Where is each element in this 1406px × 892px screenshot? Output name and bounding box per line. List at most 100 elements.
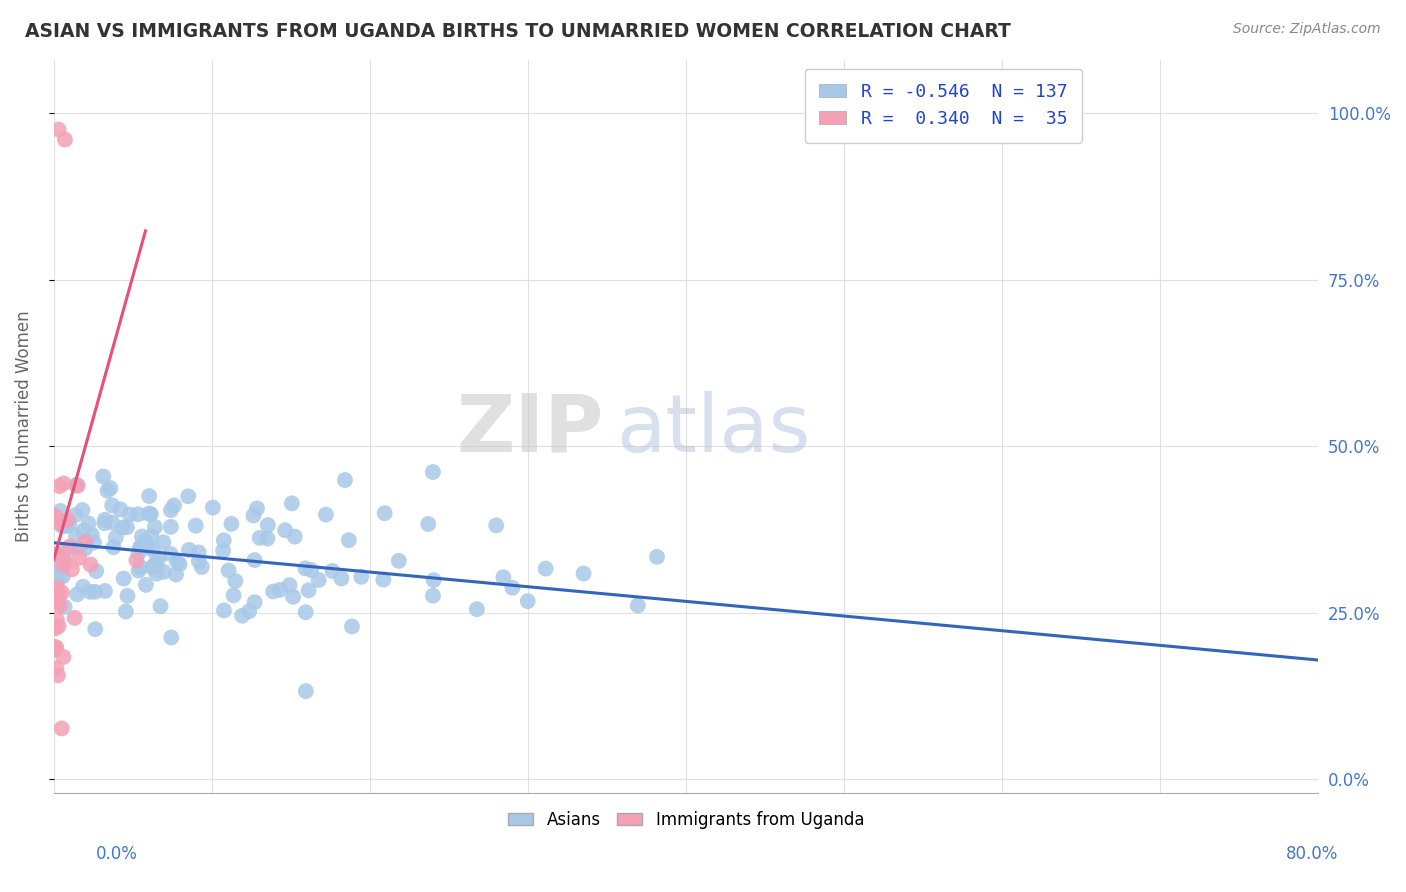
- Point: [65, 508, 87, 522]
- Point: [101, 516, 124, 530]
- Point: [231, 608, 253, 623]
- Point: [274, 523, 297, 537]
- Point: [48, 122, 70, 136]
- Point: [138, 507, 160, 521]
- Point: [281, 496, 304, 510]
- Point: [60, 562, 83, 576]
- Point: [129, 560, 152, 574]
- Text: 0.0%: 0.0%: [96, 846, 138, 863]
- Point: [572, 566, 595, 581]
- Point: [96, 483, 118, 498]
- Text: 80.0%: 80.0%: [1286, 846, 1339, 863]
- Point: [55, 518, 77, 533]
- Point: [373, 573, 395, 587]
- Point: [243, 595, 266, 609]
- Point: [128, 546, 150, 560]
- Point: [67, 541, 90, 555]
- Point: [187, 554, 209, 568]
- Point: [212, 533, 235, 548]
- Point: [77, 516, 100, 531]
- Point: [53, 555, 76, 569]
- Point: [53, 132, 76, 146]
- Point: [75, 534, 97, 549]
- Point: [218, 564, 240, 578]
- Point: [52, 476, 75, 491]
- Point: [138, 489, 160, 503]
- Point: [125, 553, 148, 567]
- Point: [45, 640, 67, 655]
- Point: [65, 477, 87, 491]
- Point: [222, 588, 245, 602]
- Point: [177, 489, 200, 503]
- Point: [152, 565, 174, 579]
- Point: [53, 599, 76, 614]
- Point: [299, 563, 322, 577]
- Point: [340, 619, 363, 633]
- Point: [48, 588, 70, 602]
- Point: [169, 557, 191, 571]
- Point: [187, 545, 209, 559]
- Point: [308, 573, 330, 587]
- Point: [79, 558, 101, 572]
- Point: [257, 518, 280, 533]
- Point: [278, 578, 301, 592]
- Point: [141, 542, 163, 557]
- Point: [103, 540, 125, 554]
- Point: [297, 583, 319, 598]
- Point: [294, 605, 316, 619]
- Point: [160, 503, 183, 517]
- Point: [48, 619, 70, 633]
- Point: [281, 590, 304, 604]
- Point: [485, 518, 508, 533]
- Point: [269, 582, 291, 597]
- Point: [159, 520, 181, 534]
- Point: [110, 502, 132, 516]
- Point: [94, 513, 117, 527]
- Text: Source: ZipAtlas.com: Source: ZipAtlas.com: [1233, 22, 1381, 37]
- Point: [51, 519, 73, 533]
- Point: [145, 556, 167, 570]
- Point: [422, 589, 444, 603]
- Point: [295, 684, 318, 698]
- Point: [212, 603, 235, 617]
- Point: [44, 642, 66, 657]
- Point: [79, 584, 101, 599]
- Point: [149, 599, 172, 614]
- Point: [492, 570, 515, 584]
- Point: [84, 564, 107, 578]
- Point: [422, 465, 444, 479]
- Text: ASIAN VS IMMIGRANTS FROM UGANDA BIRTHS TO UNMARRIED WOMEN CORRELATION CHART: ASIAN VS IMMIGRANTS FROM UGANDA BIRTHS T…: [25, 22, 1011, 41]
- Point: [45, 621, 67, 635]
- Point: [45, 661, 67, 675]
- Point: [224, 574, 246, 588]
- Point: [66, 479, 89, 493]
- Point: [141, 529, 163, 543]
- Point: [422, 573, 444, 587]
- Point: [501, 581, 523, 595]
- Point: [45, 547, 67, 561]
- Point: [148, 550, 170, 565]
- Point: [238, 604, 260, 618]
- Point: [249, 531, 271, 545]
- Point: [142, 559, 165, 574]
- Point: [221, 516, 243, 531]
- Point: [190, 560, 212, 574]
- Point: [246, 501, 269, 516]
- Point: [58, 516, 80, 531]
- Point: [59, 540, 82, 554]
- Point: [160, 631, 183, 645]
- Point: [44, 509, 66, 524]
- Point: [55, 543, 77, 558]
- Point: [52, 569, 75, 583]
- Point: [115, 520, 138, 534]
- Point: [534, 561, 557, 575]
- Point: [101, 499, 124, 513]
- Point: [52, 558, 75, 572]
- Point: [84, 584, 107, 599]
- Point: [321, 564, 343, 578]
- Point: [44, 571, 66, 585]
- Point: [201, 500, 224, 515]
- Point: [465, 602, 488, 616]
- Point: [330, 571, 353, 585]
- Point: [256, 532, 278, 546]
